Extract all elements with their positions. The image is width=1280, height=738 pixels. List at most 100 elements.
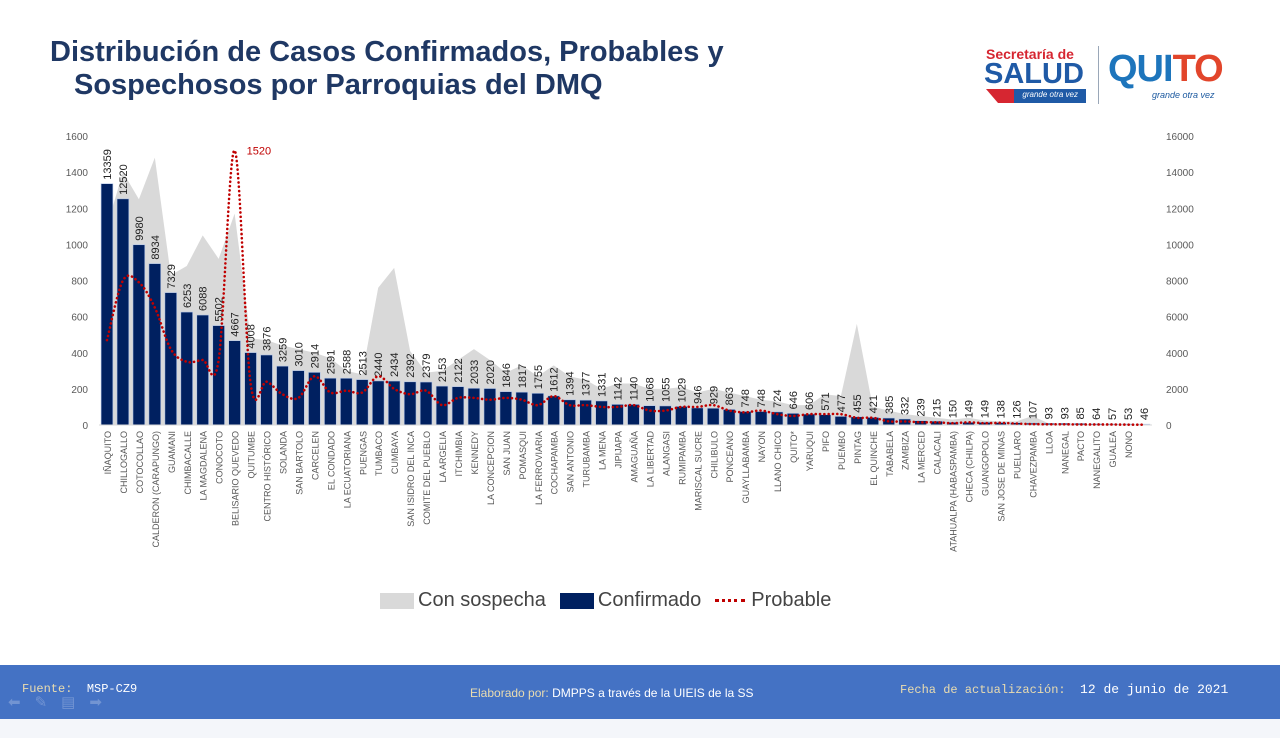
x-category-label: CALDERON (CARAPUNGO) (151, 431, 161, 548)
x-category-label: NONO (1124, 431, 1134, 458)
confirmado-bar (451, 386, 465, 426)
footer-source: Fuente: MSP-CZ9 (22, 682, 137, 696)
x-category-label: SAN BARTOLO (294, 431, 304, 495)
confirmado-data-label: 64 (1091, 408, 1103, 420)
confirmado-bar (786, 413, 800, 426)
y-right-tick-label: 2000 (1166, 385, 1189, 396)
confirmado-data-label: 1331 (597, 372, 609, 396)
menu-icon[interactable]: ▤ (61, 694, 76, 711)
x-category-label: EL QUINCHE (869, 431, 879, 486)
confirmado-bar (483, 388, 497, 426)
x-category-label: MARISCAL SUCRE (693, 431, 703, 511)
x-category-label: CUMBAYA (390, 431, 400, 474)
confirmado-bar (116, 198, 130, 426)
x-category-label: GUAYLLABAMBA (741, 431, 751, 503)
x-category-label: TABABELA (885, 431, 895, 477)
y-right-tick-label: 0 (1166, 421, 1172, 432)
slide-nav-icons: ⬅ ✎ ▤ ➡ (8, 693, 102, 711)
logo-quito-text: QUITO (1108, 48, 1224, 91)
footer-bar: Fuente: MSP-CZ9 ⬅ ✎ ▤ ➡ Elaborado por: D… (0, 665, 1280, 719)
confirmado-data-label: 2379 (421, 354, 433, 378)
y-right-tick-label: 4000 (1166, 349, 1189, 360)
x-category-label: CHIMBACALLE (183, 431, 193, 495)
x-category-label: QUITO* (789, 431, 799, 463)
confirmado-bar (100, 183, 114, 426)
title-line-2: Sospechosos por Parroquias del DMQ (74, 69, 603, 101)
pen-icon[interactable]: ✎ (34, 694, 48, 711)
confirmado-data-label: 724 (772, 390, 784, 408)
confirmado-data-label: 332 (900, 397, 912, 415)
confirmado-data-label: 107 (1027, 401, 1039, 419)
legend-item-probable: Probable (715, 589, 831, 612)
confirmado-data-label: 1394 (565, 371, 577, 395)
legend-label-sospecha: Con sospecha (418, 589, 546, 611)
confirmado-bar (340, 377, 353, 426)
confirmado-bar (308, 372, 321, 426)
logo-quito-tagline: grande otra vez (1152, 90, 1215, 100)
legend-swatch-probable (715, 599, 746, 602)
confirmado-bar (403, 381, 417, 426)
confirmado-data-label: 2591 (325, 350, 337, 374)
confirmado-data-label: 126 (1011, 400, 1023, 418)
y-left-tick-label: 1400 (66, 168, 89, 179)
confirmado-data-label: 571 (820, 392, 832, 410)
update-date-value: 12 de junio de 2021 (1080, 682, 1229, 697)
forward-arrow-icon[interactable]: ➡ (89, 694, 102, 711)
legend-item-sospecha: Con sospecha (380, 589, 546, 612)
chart-legend: Con sospecha Confirmado Probable (380, 589, 845, 612)
y-left-tick-label: 200 (71, 385, 88, 396)
confirmado-bar (579, 399, 592, 426)
footer-update-date: Fecha de actualización: 12 de junio de 2… (900, 682, 1228, 697)
confirmado-data-label: 150 (948, 400, 960, 418)
elaborated-value: DMPPS a través de la UIEIS de la SS (552, 686, 754, 700)
confirmado-bar (834, 416, 848, 426)
logo-salud-band: grande otra vez (986, 89, 1086, 103)
confirmado-bar (802, 413, 816, 426)
elaborated-label: Elaborado por: (470, 686, 549, 700)
confirmado-data-label: 1142 (613, 377, 625, 401)
x-category-label: IÑAQUITO (103, 431, 113, 474)
x-category-label: CARCELEN (310, 431, 320, 480)
x-category-label: COMITE DEL PUEBLO (422, 431, 432, 525)
confirmado-bar (547, 395, 560, 426)
confirmado-bar (659, 405, 672, 426)
confirmado-bar (372, 380, 385, 426)
confirmado-bar (419, 381, 433, 426)
y-left-tick-label: 1200 (66, 204, 89, 215)
logo-divider (1098, 46, 1099, 104)
x-category-label: CHECA (CHILPA) (965, 431, 975, 502)
y-left-tick-label: 400 (71, 349, 88, 360)
x-category-label: TURUBAMBA (582, 431, 592, 488)
bottom-strip (0, 719, 1280, 738)
confirmado-bar (228, 340, 241, 426)
confirmado-data-label: 385 (884, 396, 896, 414)
confirmado-data-label: 12520 (118, 164, 130, 195)
back-arrow-icon[interactable]: ⬅ (8, 694, 21, 711)
confirmado-bar (643, 405, 656, 426)
confirmado-data-label: 1055 (660, 377, 672, 401)
x-category-label: POMASQUI (518, 431, 528, 480)
x-category-label: CHILIBULO (709, 431, 719, 479)
logo-quito-part1: QUI (1108, 48, 1174, 90)
legend-item-confirmado: Confirmado (559, 589, 701, 612)
confirmado-data-label: 2914 (309, 344, 321, 368)
confirmado-data-label: 1029 (676, 378, 688, 402)
legend-label-probable: Probable (751, 589, 832, 611)
confirmado-data-label: 2153 (437, 358, 449, 382)
update-date-label: Fecha de actualización: (900, 683, 1066, 697)
confirmado-data-label: 6253 (182, 284, 194, 308)
x-category-label: ATAHUALPA (HABASPAMBA) (949, 431, 959, 552)
confirmado-data-label: 13359 (102, 149, 114, 180)
x-category-label: PINTAG (853, 431, 863, 464)
x-category-label: PACTO (1076, 431, 1086, 461)
x-category-label: LA CONCEPCION (486, 431, 496, 505)
x-category-label: PUELLARO (1012, 431, 1022, 479)
y-right-tick-label: 6000 (1166, 313, 1189, 324)
confirmado-data-label: 93 (1043, 407, 1055, 419)
confirmado-data-label: 2434 (389, 353, 401, 377)
confirmado-data-label: 748 (740, 389, 752, 407)
x-category-label: TUMBACO (374, 431, 384, 476)
x-category-label: LLOA (1044, 431, 1054, 454)
confirmado-data-label: 46 (1139, 408, 1151, 420)
confirmado-data-label: 2588 (341, 350, 353, 374)
